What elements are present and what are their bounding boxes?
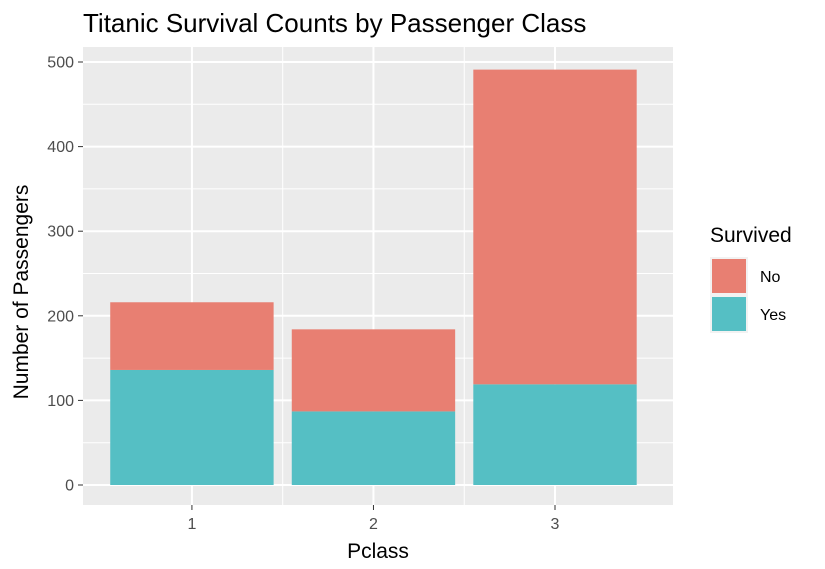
bar-yes-class-3 — [473, 384, 637, 485]
x-tick-label: 1 — [187, 516, 196, 533]
bar-yes-class-2 — [291, 411, 456, 485]
y-tick-label: 100 — [47, 393, 74, 410]
y-axis-ticks: 0 100 200 300 400 500 — [47, 55, 83, 495]
x-axis-title: Pclass — [347, 540, 409, 563]
legend-label-no: No — [760, 269, 781, 286]
y-tick-label: 300 — [47, 224, 74, 241]
y-tick-label: 0 — [65, 478, 74, 495]
legend-label-yes: Yes — [760, 307, 786, 324]
bars — [110, 69, 637, 485]
legend: Survived No Yes — [710, 224, 792, 333]
bar-yes-class-1 — [110, 369, 274, 485]
legend-swatch-no — [712, 259, 746, 293]
y-tick-label: 500 — [47, 55, 74, 72]
bar-no-class-1 — [110, 302, 274, 370]
y-tick-label: 400 — [47, 139, 74, 156]
legend-swatch-yes — [712, 297, 746, 331]
bar-no-class-2 — [291, 329, 456, 412]
y-axis-title: Number of Passengers — [10, 185, 33, 400]
y-tick-label: 200 — [47, 308, 74, 325]
x-axis-ticks: 1 2 3 — [187, 505, 560, 533]
chart-title: Titanic Survival Counts by Passenger Cla… — [83, 8, 586, 38]
legend-title: Survived — [710, 224, 792, 247]
x-tick-label: 2 — [369, 516, 378, 533]
bar-no-class-3 — [473, 69, 637, 385]
x-tick-label: 3 — [551, 516, 560, 533]
